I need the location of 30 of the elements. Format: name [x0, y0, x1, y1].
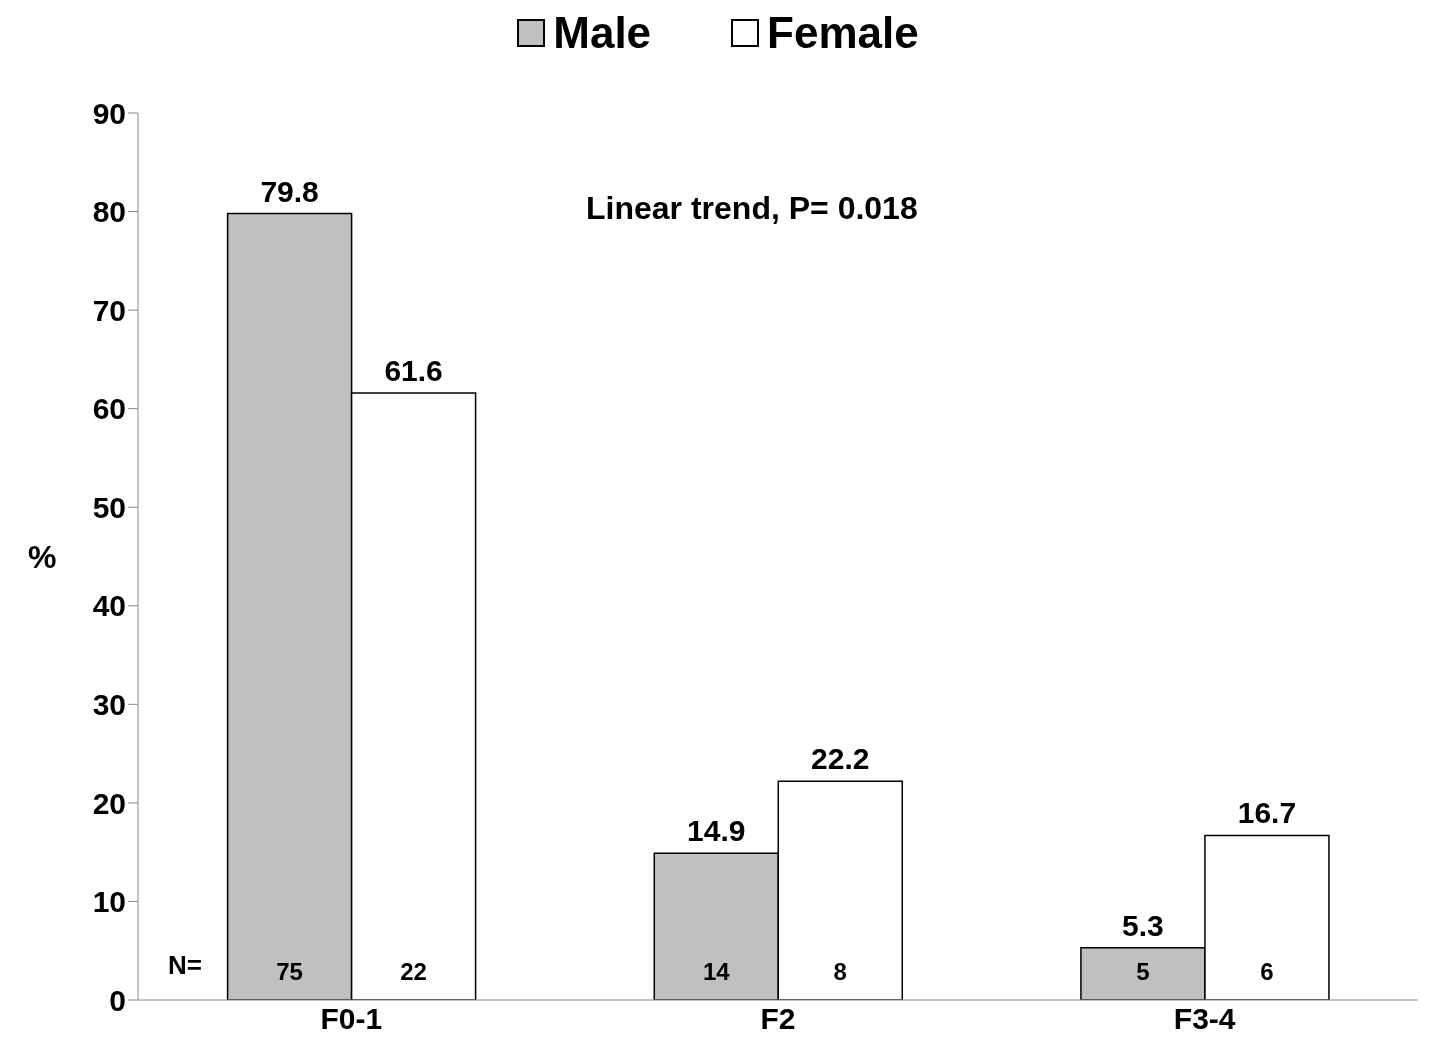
data-label: 16.7 — [1237, 796, 1297, 830]
data-label: 14.9 — [687, 814, 746, 848]
y-tick-label: 60 — [92, 392, 126, 426]
annotation: N= — [168, 950, 202, 981]
legend-label: Male — [553, 8, 652, 58]
legend-label: Female — [767, 8, 919, 58]
y-tick-label: 30 — [92, 687, 126, 721]
annotation: 6 — [1260, 958, 1274, 985]
y-tick-label: 0 — [109, 983, 126, 1017]
x-tick-label: F3-4 — [1173, 1002, 1236, 1036]
y-tick-label: 50 — [92, 490, 126, 524]
y-tick-label: 10 — [92, 885, 126, 919]
data-label: 61.6 — [384, 353, 443, 387]
y-tick-label: 20 — [92, 786, 126, 820]
x-tick-label: F0-1 — [320, 1002, 383, 1036]
annotation: 75 — [276, 958, 303, 985]
x-tick-label: F2 — [760, 1002, 796, 1036]
data-label: 79.8 — [260, 174, 319, 208]
data-label: 5.3 — [1122, 908, 1164, 942]
y-tick-label: 80 — [92, 195, 126, 229]
annotation: 8 — [833, 958, 847, 985]
y-tick-label: 90 — [92, 96, 126, 130]
annotation: 14 — [702, 958, 731, 985]
data-label: 22.2 — [811, 742, 870, 776]
y-axis-title: % — [28, 538, 57, 575]
y-tick-label: 40 — [92, 589, 126, 623]
annotation: 22 — [400, 958, 427, 985]
annotation: Linear trend, P= 0.018 — [586, 189, 918, 227]
y-tick-label: 70 — [92, 293, 126, 327]
annotation: 5 — [1136, 958, 1150, 985]
